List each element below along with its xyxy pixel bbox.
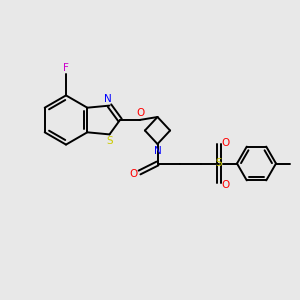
Text: S: S xyxy=(216,158,222,169)
Text: N: N xyxy=(104,94,112,104)
Text: F: F xyxy=(63,63,69,73)
Text: O: O xyxy=(129,169,138,179)
Text: N: N xyxy=(154,146,161,156)
Text: S: S xyxy=(107,136,113,146)
Text: O: O xyxy=(221,179,230,190)
Text: O: O xyxy=(136,108,144,118)
Text: O: O xyxy=(221,137,230,148)
